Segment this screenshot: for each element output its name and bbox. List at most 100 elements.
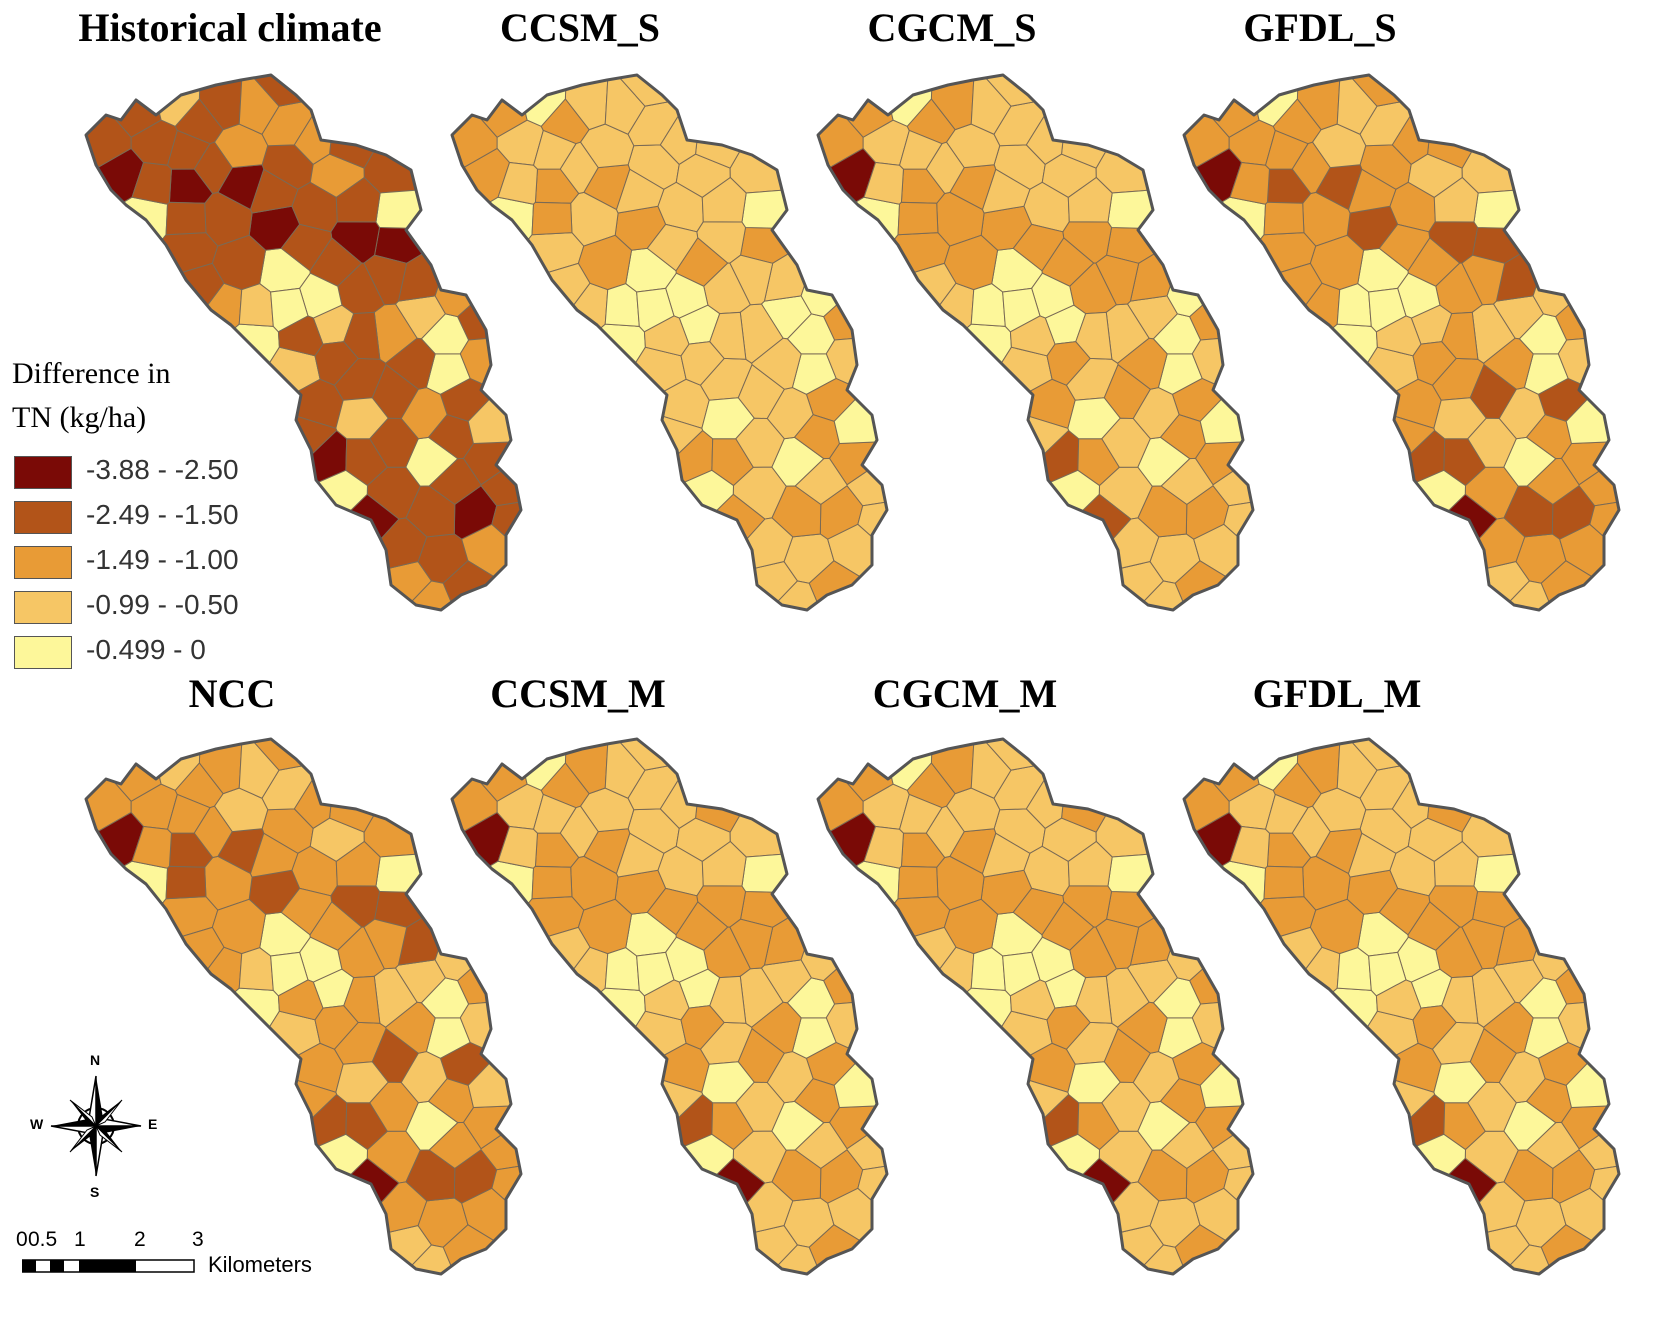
subbasin-polygon [369,1081,419,1132]
legend-swatch [14,456,72,489]
subbasin-polygon [1467,417,1517,468]
subbasin-polygon [238,947,274,991]
legend-item: -0.499 - 0 [12,632,206,677]
subbasin-polygon [735,417,785,468]
subbasin-polygon [794,457,848,505]
watershed-boundary [450,737,889,1276]
subbasin-polygon [1265,129,1309,170]
subbasin-polygon [363,918,408,970]
legend-label: -1.49 - -1.00 [86,544,239,575]
subbasin-polygon [1075,311,1113,360]
subbasin-polygon [363,254,408,306]
panel-title-6: CCSM_M [490,671,666,716]
legend-title-line2: TN (kg/ha) [12,401,147,434]
subbasin-polygon [238,283,274,327]
subbasin-polygon [1532,839,1619,982]
watershed-boundary [816,737,1255,1276]
subbasin-polygon [1347,832,1397,878]
subbasin-polygon [1483,337,1534,390]
subbasin-polygon [701,840,747,887]
subbasin-polygon [1555,245,1619,341]
subbasin-polygon [646,887,699,936]
legend-item: -0.99 - -0.50 [12,587,239,632]
legend-swatch [14,546,72,579]
watershed-boundary [450,73,889,612]
subbasin-polygon [615,832,665,878]
subbasin-polygon [735,1081,785,1132]
scale-bar: 0 0.5 1 2 3 Kilometers [16,1228,346,1288]
subbasin-polygon [751,337,802,390]
subbasin-polygon [249,832,299,878]
subbasin-polygon [86,860,169,997]
subbasin-polygon [1067,840,1113,887]
compass-e-label: E [148,1116,158,1132]
subbasin-polygon [1389,845,1436,897]
subbasin-polygon [823,245,887,341]
subbasin-polygon [643,979,690,1021]
subbasin-polygon [1433,840,1479,887]
legend-label: -0.499 - 0 [86,634,206,665]
subbasin-polygon [343,975,381,1024]
panel-title-5: NCC [188,671,276,716]
panel-title-8: GFDL_M [1252,671,1422,716]
subbasin-polygon [729,254,774,306]
panel-title-2: CCSM_S [499,5,661,50]
subbasin-polygon [1378,223,1431,272]
panel-title-4: GFDL_S [1243,5,1397,50]
subbasin-polygon [593,493,766,610]
subbasin-polygon [1075,975,1113,1024]
subbasin-polygon [1441,311,1479,360]
compass-w-label: W [30,1116,44,1132]
subbasin-polygon [1160,457,1214,505]
subbasin-polygon [291,181,338,233]
compass-rose-icon [50,1075,142,1177]
subbasin-polygon [291,845,338,897]
subbasin-polygon [897,865,939,900]
subbasin-polygon [167,793,211,834]
subbasin-polygon [165,865,207,900]
subbasin-polygon [1483,1001,1534,1054]
scale-tick-label: 0 [16,1228,28,1251]
subbasin-polygon [1189,245,1253,341]
scale-tick-label: 3 [192,1228,204,1251]
subbasin-polygon [86,196,169,333]
subbasin-polygon [249,168,299,214]
subbasin-polygon [533,129,577,170]
subbasin-polygon [1012,887,1065,936]
subbasin-polygon [385,1001,436,1054]
subbasin-polygon [1101,417,1151,468]
subbasin-polygon [385,337,436,390]
subbasin-polygon [899,793,943,834]
subbasin-polygon [1009,315,1056,357]
subbasin-polygon [593,1157,766,1274]
legend-swatch [14,591,72,624]
subbasin-polygon [1325,1157,1498,1274]
subbasin-polygon [643,315,690,357]
legend-title-line1: Difference in [12,357,171,390]
subbasin-polygon [794,1121,848,1169]
subbasin-polygon [981,168,1031,214]
subbasin-polygon [1263,865,1305,900]
subbasin-polygon [1336,283,1372,327]
subbasin-polygon [457,245,521,341]
subbasin-polygon [1095,918,1140,970]
subbasin-polygon [1555,909,1619,1005]
subbasin-polygon [981,832,1031,878]
subbasin-polygon [1009,979,1056,1021]
subbasin-polygon [959,1157,1132,1274]
subbasin-polygon [428,457,482,505]
subbasin-polygon [531,201,573,236]
legend-title: Difference in TN (kg/ha) [12,352,171,440]
subbasin-polygon [457,909,521,1005]
north-arrow-compass: N S E W [24,1052,164,1208]
subbasin-polygon [335,176,381,223]
subbasin-polygon [604,283,640,327]
subbasin-polygon [646,223,699,272]
panel-title-7: CGCM_M [872,671,1058,716]
subbasin-polygon [277,979,324,1021]
legend-swatch [14,501,72,534]
subbasin-polygon [1441,975,1479,1024]
subbasin-polygon [823,909,887,1005]
subbasin-polygon [1067,176,1113,223]
watershed-boundary [1182,73,1621,612]
